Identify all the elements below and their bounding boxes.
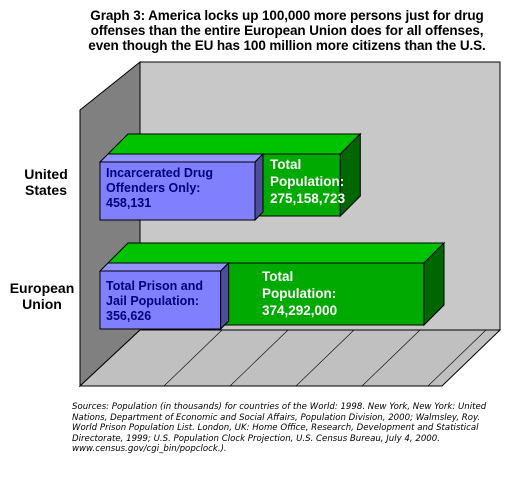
- us-drug-offenders-label: Incarcerated Drug Offenders Only: 458,13…: [106, 166, 213, 210]
- category-label-united-states: United States: [24, 166, 68, 198]
- bar-group: [98, 132, 446, 331]
- eu-population-label: Total Population: 374,292,000: [262, 269, 338, 318]
- floor-gridlines: [163, 329, 487, 387]
- us-population-label: Total Population: 275,158,723: [270, 157, 346, 206]
- population-bar-side: [423, 241, 445, 327]
- incarcerated-bar-top: [98, 153, 265, 163]
- incarcerated-bar: [98, 261, 230, 331]
- title-line: even though the EU has 100 million more …: [88, 38, 486, 53]
- incarcerated-bar-side: [220, 261, 230, 331]
- eu-prison-label: Total Prison and Jail Population: 356,62…: [106, 279, 203, 323]
- floor-gridline: [427, 329, 487, 387]
- side-wall: [79, 60, 141, 388]
- incarcerated-bar-side: [254, 152, 264, 222]
- chart-title: Graph 3: America locks up 100,000 more p…: [62, 8, 512, 53]
- title-line: offenses than the entire European Union …: [90, 23, 484, 38]
- floor: [78, 329, 502, 387]
- population-bar-side: [339, 132, 361, 218]
- incarcerated-bar-top: [98, 262, 230, 272]
- chart-plot: [78, 60, 502, 388]
- floor-gridline: [361, 329, 421, 387]
- sources-note: Sources: Population (in thousands) for c…: [72, 402, 487, 455]
- floor-gridline: [295, 329, 355, 387]
- population-bar-top: [106, 242, 446, 264]
- incarcerated-bar: [98, 152, 265, 222]
- floor-gridline: [229, 329, 289, 387]
- category-label-european-union: European Union: [9, 280, 75, 312]
- incarcerated-bar-front: [99, 270, 222, 330]
- population-bar-top: [106, 133, 362, 155]
- floor-gridline: [163, 329, 223, 387]
- title-line: Graph 3: America locks up 100,000 more p…: [90, 8, 484, 23]
